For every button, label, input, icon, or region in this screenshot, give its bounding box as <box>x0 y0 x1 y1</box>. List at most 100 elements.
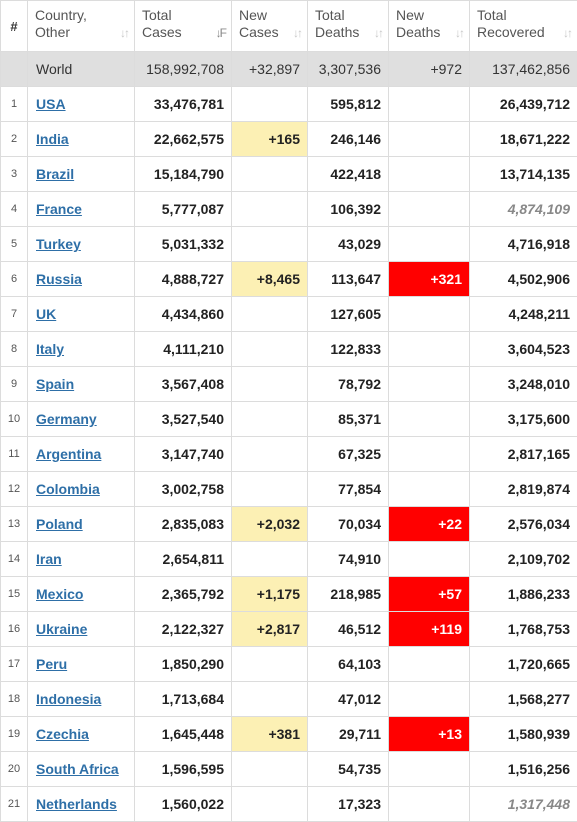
total-deaths-cell: 70,034 <box>308 507 389 542</box>
new-deaths-cell: +972 <box>389 52 470 87</box>
total-cases-cell: 4,111,210 <box>135 332 232 367</box>
rank-cell: 18 <box>1 682 28 717</box>
sort-arrows-icon[interactable]: ↓↑ <box>563 25 571 42</box>
country-link[interactable]: Argentina <box>36 446 101 462</box>
header-total-recovered[interactable]: Total Recovered ↓↑ <box>470 1 577 52</box>
total-recovered-cell: 3,604,523 <box>470 332 577 367</box>
sort-arrows-icon[interactable]: ↓↑ <box>374 25 382 42</box>
total-recovered-cell: 18,671,222 <box>470 122 577 157</box>
new-deaths-cell <box>389 647 470 682</box>
new-cases-cell <box>232 402 308 437</box>
country-link[interactable]: Russia <box>36 271 82 287</box>
total-cases-cell: 4,434,860 <box>135 297 232 332</box>
country-link[interactable]: Peru <box>36 656 67 672</box>
country-link[interactable]: Brazil <box>36 166 74 182</box>
sort-arrows-icon[interactable]: ↓↑ <box>455 25 463 42</box>
total-deaths-cell: 113,647 <box>308 262 389 297</box>
table-row: 8 Italy 4,111,210 122,833 3,604,523 <box>1 332 577 367</box>
total-cases-cell: 1,713,684 <box>135 682 232 717</box>
rank-cell: 5 <box>1 227 28 262</box>
rank-cell: 10 <box>1 402 28 437</box>
country-link[interactable]: USA <box>36 96 66 112</box>
country-link[interactable]: Mexico <box>36 586 83 602</box>
total-deaths-cell: 74,910 <box>308 542 389 577</box>
country-link[interactable]: Netherlands <box>36 796 117 812</box>
total-deaths-cell: 43,029 <box>308 227 389 262</box>
new-cases-cell: +381 <box>232 717 308 752</box>
country-cell: Spain <box>28 367 135 402</box>
country-link[interactable]: Iran <box>36 551 62 567</box>
new-cases-cell: +2,032 <box>232 507 308 542</box>
country-cell: Argentina <box>28 437 135 472</box>
country-cell: South Africa <box>28 752 135 787</box>
new-deaths-cell <box>389 227 470 262</box>
header-total-cases[interactable]: Total Cases ↓F <box>135 1 232 52</box>
new-cases-cell <box>232 752 308 787</box>
country-cell: Mexico <box>28 577 135 612</box>
rank-cell: 21 <box>1 787 28 822</box>
country-link[interactable]: Ukraine <box>36 621 87 637</box>
total-cases-cell: 5,777,087 <box>135 192 232 227</box>
total-cases-cell: 1,850,290 <box>135 647 232 682</box>
header-total-deaths[interactable]: Total Deaths ↓↑ <box>308 1 389 52</box>
total-cases-cell: 15,184,790 <box>135 157 232 192</box>
country-link[interactable]: UK <box>36 306 56 322</box>
sort-descending-icon[interactable]: ↓F <box>216 25 225 42</box>
total-cases-cell: 3,567,408 <box>135 367 232 402</box>
total-recovered-cell: 4,502,906 <box>470 262 577 297</box>
total-cases-cell: 5,031,332 <box>135 227 232 262</box>
country-cell: Poland <box>28 507 135 542</box>
total-deaths-cell: 85,371 <box>308 402 389 437</box>
new-cases-cell: +2,817 <box>232 612 308 647</box>
country-link[interactable]: Colombia <box>36 481 100 497</box>
country-link[interactable]: Poland <box>36 516 83 532</box>
new-deaths-cell: +22 <box>389 507 470 542</box>
rank-cell: 2 <box>1 122 28 157</box>
total-recovered-cell: 2,109,702 <box>470 542 577 577</box>
rank-cell: 8 <box>1 332 28 367</box>
total-recovered-cell: 4,716,918 <box>470 227 577 262</box>
country-link[interactable]: Czechia <box>36 726 89 742</box>
country-link[interactable]: Italy <box>36 341 64 357</box>
header-rank[interactable]: # <box>1 1 28 52</box>
sort-arrows-icon[interactable]: ↓↑ <box>293 25 301 42</box>
total-recovered-cell: 3,175,600 <box>470 402 577 437</box>
country-cell: Iran <box>28 542 135 577</box>
country-link[interactable]: South Africa <box>36 761 119 777</box>
country-link[interactable]: India <box>36 131 69 147</box>
rank-cell: 11 <box>1 437 28 472</box>
total-recovered-cell: 1,720,665 <box>470 647 577 682</box>
header-country[interactable]: Country, Other ↓↑ <box>28 1 135 52</box>
new-cases-cell <box>232 472 308 507</box>
total-deaths-cell: 46,512 <box>308 612 389 647</box>
new-deaths-cell <box>389 122 470 157</box>
country-link[interactable]: Germany <box>36 411 97 427</box>
new-cases-cell: +8,465 <box>232 262 308 297</box>
country-cell: Colombia <box>28 472 135 507</box>
sort-arrows-icon[interactable]: ↓↑ <box>120 25 128 42</box>
new-deaths-cell: +13 <box>389 717 470 752</box>
country-cell: India <box>28 122 135 157</box>
total-cases-cell: 22,662,575 <box>135 122 232 157</box>
total-recovered-cell: 1,580,939 <box>470 717 577 752</box>
country-link[interactable]: Indonesia <box>36 691 101 707</box>
new-deaths-cell <box>389 787 470 822</box>
rank-cell: 1 <box>1 87 28 122</box>
country-link[interactable]: Turkey <box>36 236 81 252</box>
header-new-cases[interactable]: New Cases ↓↑ <box>232 1 308 52</box>
new-cases-cell <box>232 787 308 822</box>
country-cell: Ukraine <box>28 612 135 647</box>
total-deaths-cell: 127,605 <box>308 297 389 332</box>
header-new-deaths[interactable]: New Deaths ↓↑ <box>389 1 470 52</box>
total-recovered-cell: 2,817,165 <box>470 437 577 472</box>
new-cases-cell <box>232 332 308 367</box>
total-deaths-cell: 122,833 <box>308 332 389 367</box>
country-link[interactable]: France <box>36 201 82 217</box>
total-cases-cell: 33,476,781 <box>135 87 232 122</box>
country-link[interactable]: Spain <box>36 376 74 392</box>
new-cases-cell <box>232 297 308 332</box>
